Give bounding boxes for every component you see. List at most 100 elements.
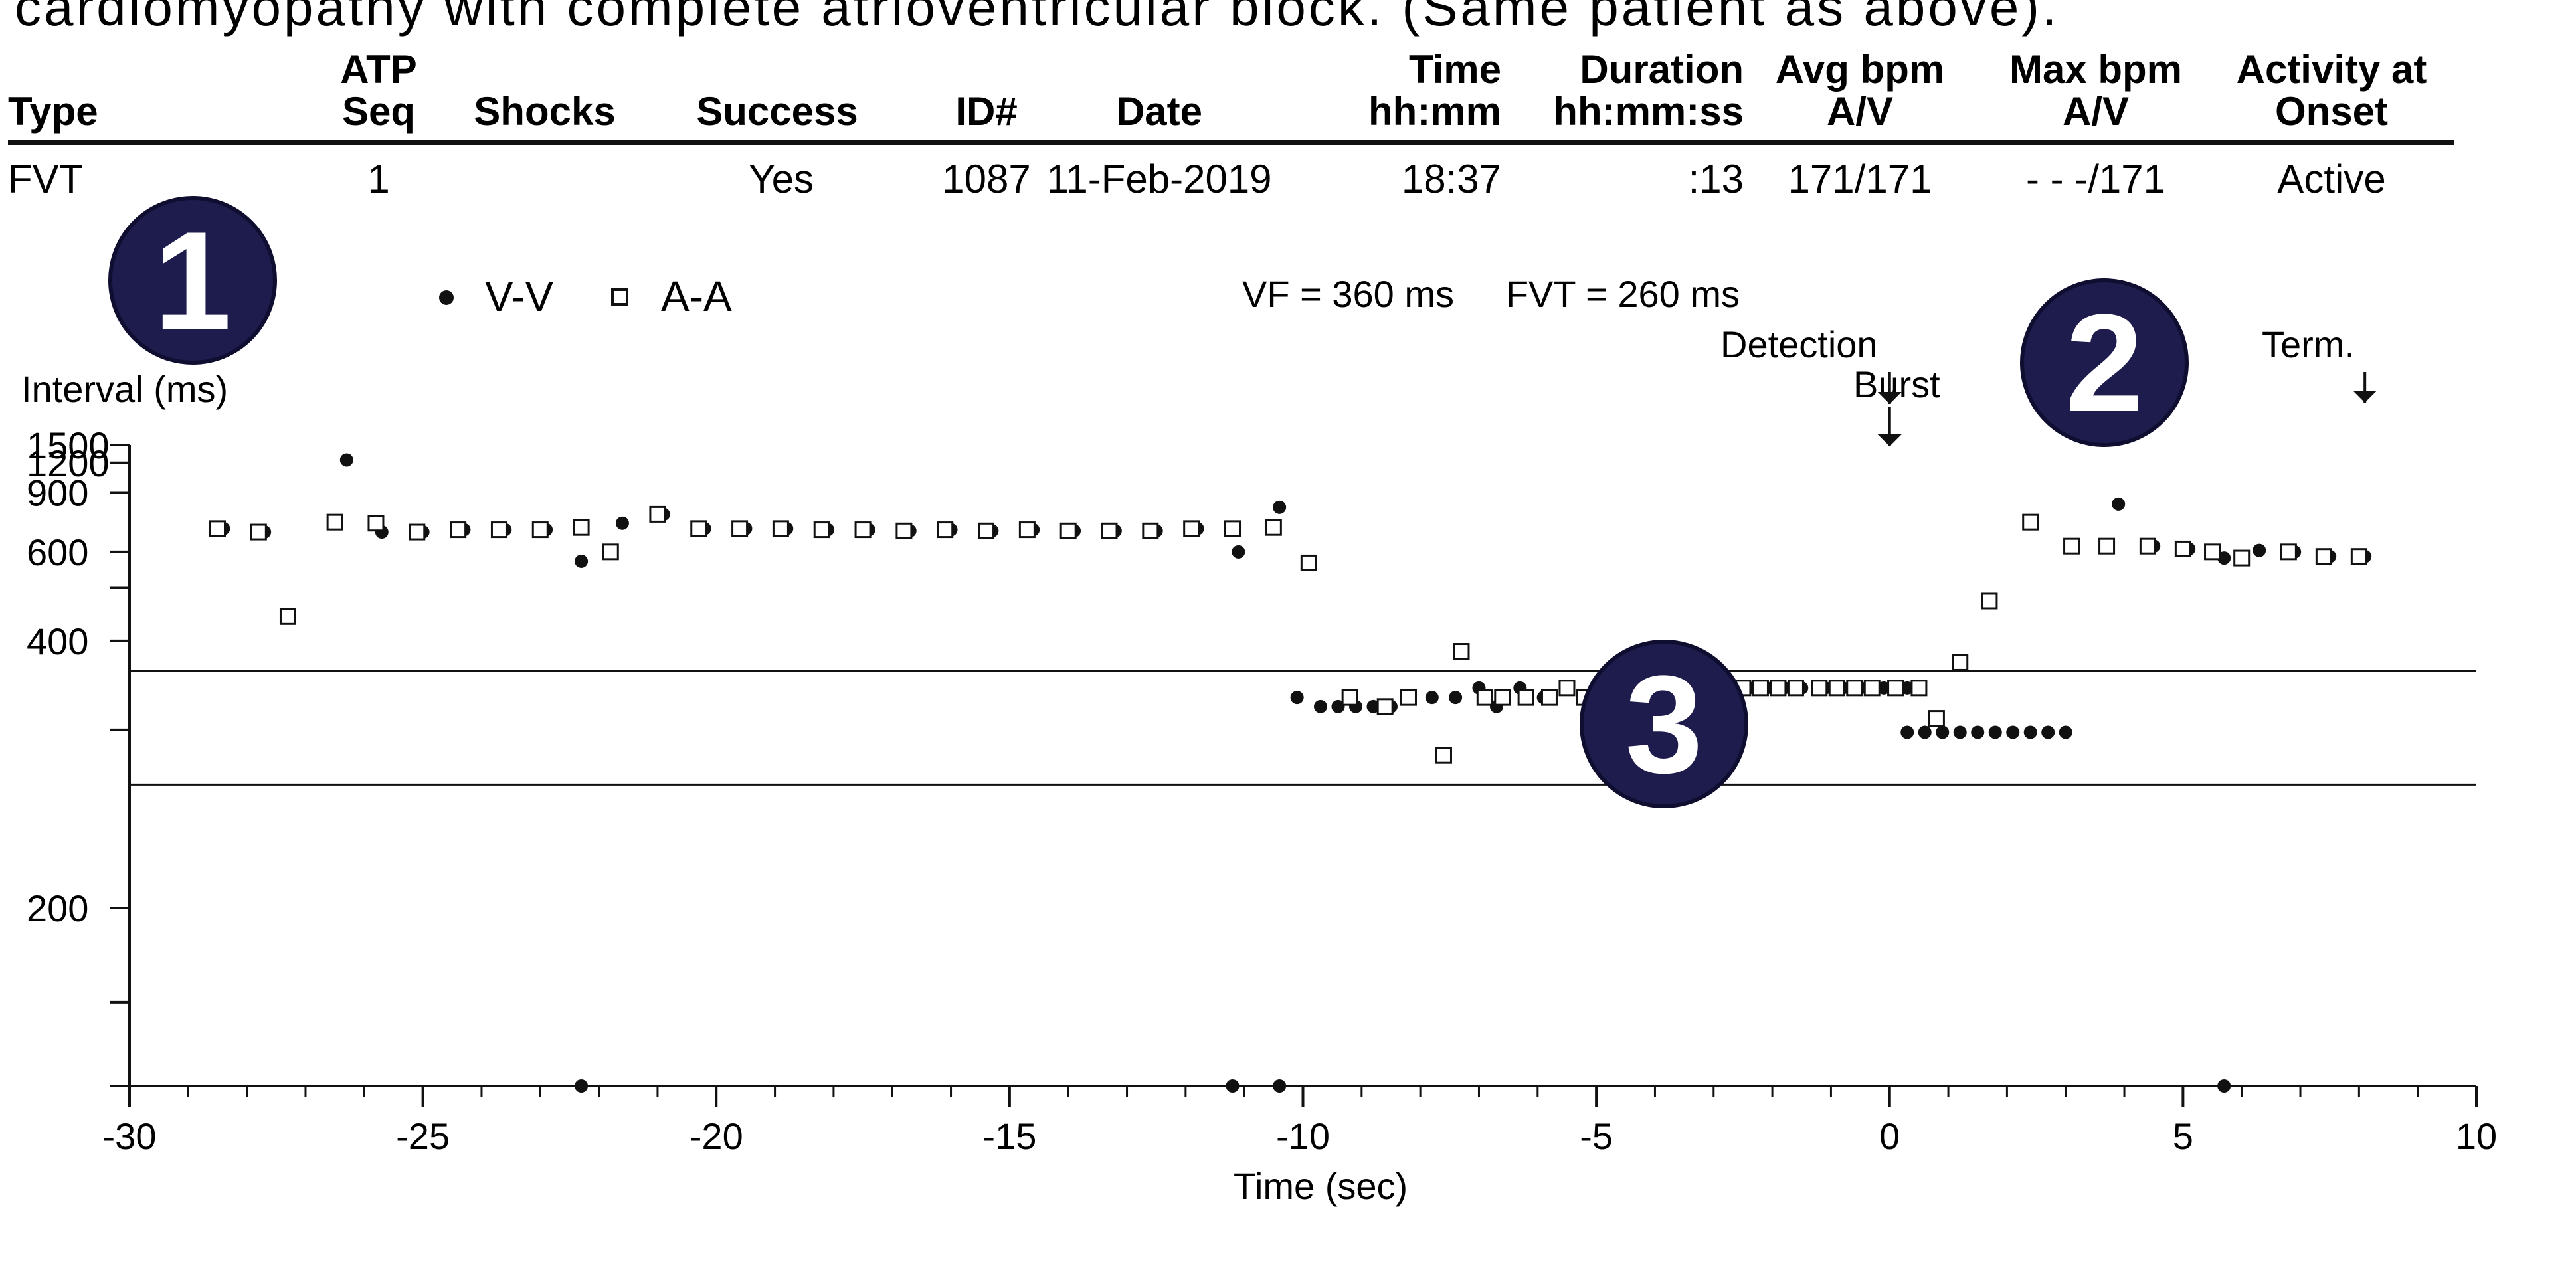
badge-3: 3: [1580, 640, 1748, 808]
table-cell: :13: [1689, 157, 1744, 201]
vv-point: [2006, 725, 2020, 739]
aa-point: [1787, 680, 1804, 697]
table-header-line2: A/V: [2063, 89, 2129, 134]
event-arrows: [1877, 372, 2377, 446]
table-cell: - - -/171: [2026, 157, 2165, 201]
vv-point: [1273, 1079, 1287, 1093]
vv-point: [1366, 699, 1380, 713]
vv-point: [1273, 500, 1287, 514]
vv-point: [2217, 1079, 2231, 1093]
aa-point: [490, 521, 507, 539]
table-cell: 18:37: [1402, 157, 1501, 201]
table-cell: 1: [367, 157, 389, 201]
x-tick-label: -25: [396, 1115, 450, 1157]
table-cell: Active: [2277, 157, 2385, 201]
aa-point: [450, 521, 467, 539]
table-header-line1: Duration: [1580, 47, 1744, 92]
aa-point: [1558, 680, 1576, 697]
x-tick-label: -30: [103, 1115, 157, 1157]
x-tick-label: 5: [2173, 1115, 2193, 1157]
aa-point: [2063, 537, 2080, 555]
aa-point: [1018, 521, 1036, 539]
aa-point: [1928, 710, 1945, 727]
aa-point: [813, 521, 830, 539]
aa-point: [1494, 689, 1511, 706]
aa-point: [1265, 519, 1282, 536]
aa-point: [1300, 554, 1317, 571]
aa-point: [409, 523, 426, 541]
aa-point: [2139, 537, 2156, 555]
aa-point: [1400, 689, 1417, 706]
vv-point: [1313, 699, 1327, 713]
aa-point: [2022, 513, 2039, 531]
term-label: Term.: [2262, 323, 2355, 365]
legend: V-V A-A: [439, 272, 732, 320]
legend-vv-label: V-V: [485, 272, 553, 320]
vv-point: [1449, 691, 1463, 705]
vv-point: [2059, 725, 2072, 739]
aa-point: [2315, 548, 2332, 565]
table-header-line1: Activity at: [2237, 47, 2427, 92]
aa-point: [1224, 520, 1242, 537]
zone-thresholds-label: VF = 360 ms FVT = 260 ms: [1242, 273, 1740, 315]
vv-point: [1425, 691, 1439, 705]
vv-point: [1331, 699, 1345, 713]
aa-point: [573, 519, 590, 536]
table-header-line2: Seq: [342, 89, 415, 134]
aa-point: [2280, 543, 2297, 561]
aa-point: [2233, 549, 2251, 567]
table-header-line2: Onset: [2275, 89, 2388, 134]
aa-point: [1811, 680, 1828, 697]
badge-3-number: 3: [1625, 646, 1703, 802]
table-header-line1: ATP: [340, 47, 417, 92]
aa-point: [649, 505, 666, 523]
x-tick-label: -10: [1276, 1115, 1330, 1157]
aa-point: [1517, 689, 1534, 706]
aa-point: [602, 543, 619, 561]
aa-point: [531, 521, 549, 539]
y-tick-label: 1200: [27, 442, 110, 484]
aa-point: [250, 523, 267, 541]
badge-1: 1: [108, 196, 277, 365]
vv-point: [575, 1079, 589, 1093]
vv-point: [615, 516, 629, 530]
y-axis-title: Interval (ms): [21, 368, 228, 410]
aa-point: [209, 520, 226, 537]
detection-label: Detection: [1720, 323, 1878, 365]
aa-point: [2174, 540, 2191, 557]
aa-point: [731, 520, 749, 537]
aa-point: [1952, 654, 1969, 671]
badge-1-number: 1: [154, 203, 232, 359]
aa-point: [279, 608, 296, 625]
vv-point: [339, 453, 353, 467]
vv-point: [1936, 725, 1950, 739]
vv-point: [1226, 1079, 1240, 1093]
vv-point: [1971, 725, 1985, 739]
vv-point: [1988, 725, 2002, 739]
aa-point: [1752, 680, 1769, 697]
aa-point: [1476, 689, 1493, 706]
table-header-line2: A/V: [1827, 89, 1893, 134]
x-tick-label: 10: [2456, 1115, 2497, 1157]
detection-arrow-head: [1877, 392, 1902, 404]
burst-arrow-head: [1877, 434, 1902, 446]
x-tick-label: -15: [982, 1115, 1036, 1157]
x-tick-label: -5: [1580, 1115, 1613, 1157]
table-cell: 11-Feb-2019: [1046, 157, 1271, 201]
table-cell: Yes: [749, 157, 814, 201]
aa-point: [1910, 680, 1928, 697]
zone-lines: [130, 670, 2476, 786]
table-header-line2: Success: [696, 89, 858, 134]
burst-label: Burst: [1853, 363, 1940, 405]
aa-point: [772, 520, 789, 537]
x-tick-label: -20: [690, 1115, 743, 1157]
table-cell: 1087: [942, 157, 1030, 201]
vv-point: [2217, 551, 2231, 565]
y-tick-label: 1500: [27, 424, 110, 466]
aa-point: [1770, 680, 1787, 697]
vv-point: [2112, 497, 2126, 511]
aa-point: [1376, 698, 1394, 715]
table-header-line1: Time: [1409, 47, 1501, 92]
